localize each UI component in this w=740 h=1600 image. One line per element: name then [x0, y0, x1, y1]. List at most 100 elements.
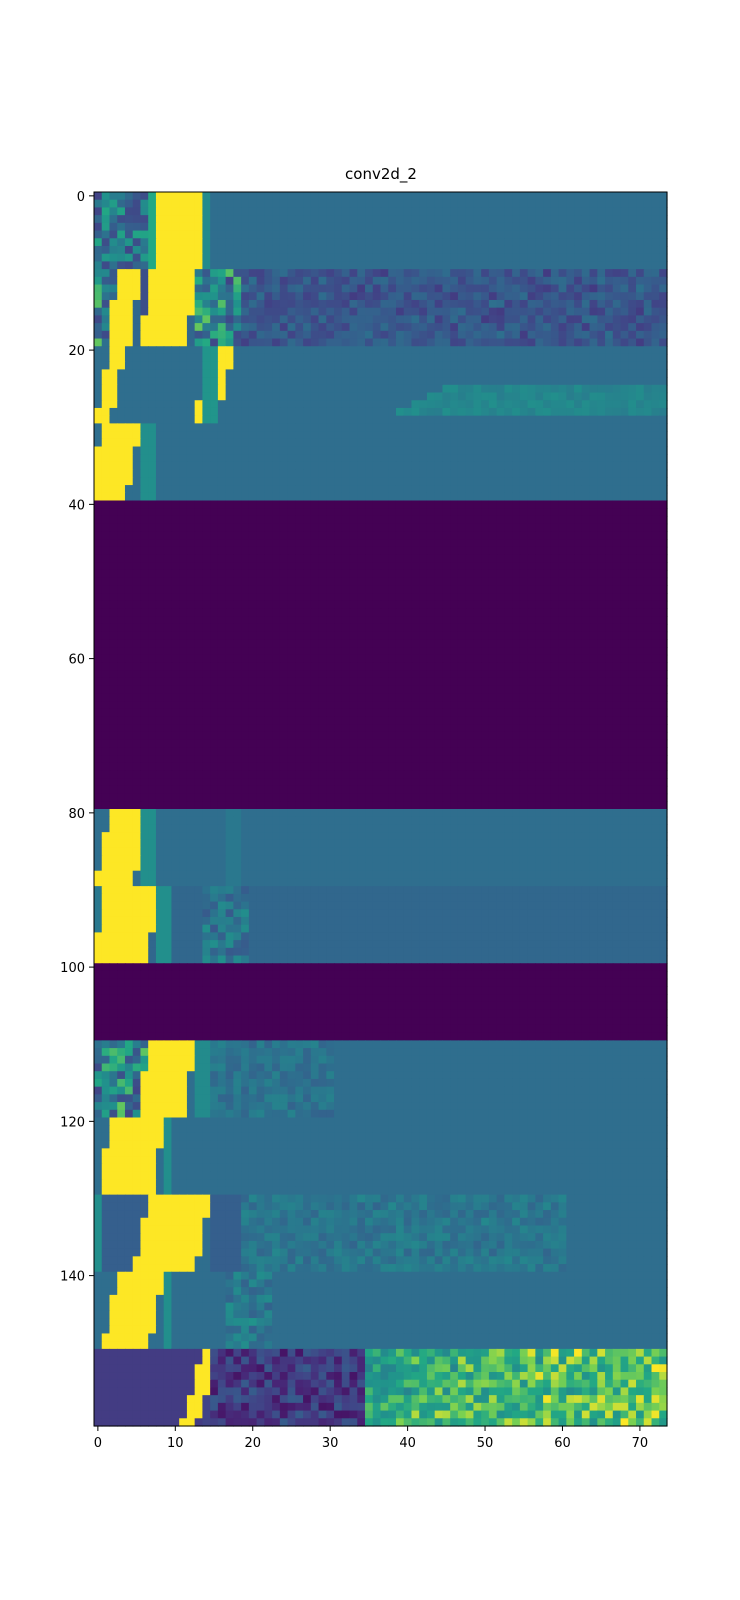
heatmap-cell: [426, 608, 436, 617]
heatmap-cell: [504, 192, 513, 201]
heatmap-cell: [566, 585, 575, 594]
heatmap-cell: [419, 323, 428, 332]
heatmap-cell: [179, 215, 188, 224]
heatmap-cell: [287, 299, 296, 309]
heatmap-cell: [225, 539, 234, 548]
heatmap-cell: [132, 245, 142, 255]
heatmap-cell: [186, 299, 196, 309]
heatmap-cell: [148, 515, 157, 525]
heatmap-cell: [117, 500, 126, 509]
heatmap-cell: [535, 423, 544, 432]
heatmap-cell: [643, 276, 653, 286]
heatmap-cell: [295, 245, 304, 255]
heatmap-cell: [403, 407, 413, 417]
heatmap-cell: [597, 577, 606, 586]
heatmap-cell: [481, 222, 490, 232]
heatmap-cell: [496, 377, 505, 386]
heatmap-cell: [117, 616, 126, 625]
heatmap-cell: [558, 500, 567, 509]
heatmap-cell: [659, 616, 668, 625]
heatmap-cell: [481, 577, 490, 586]
heatmap-cell: [442, 292, 451, 301]
heatmap-cell: [628, 508, 637, 517]
heatmap-cell: [101, 546, 111, 556]
heatmap-cell: [636, 685, 645, 694]
heatmap-cell: [512, 423, 521, 432]
heatmap-cell: [101, 477, 111, 486]
heatmap-cell: [241, 446, 250, 455]
heatmap-cell: [504, 531, 513, 540]
heatmap-cell: [357, 199, 366, 209]
heatmap-cell: [473, 323, 482, 332]
heatmap-cell: [527, 569, 536, 579]
heatmap-cell: [334, 631, 343, 640]
heatmap-cell: [179, 685, 188, 694]
heatmap-cell: [357, 261, 366, 270]
heatmap-cell: [612, 353, 622, 363]
heatmap-cell: [132, 500, 142, 509]
heatmap-cell: [303, 654, 312, 664]
heatmap-cell: [411, 284, 420, 293]
heatmap-cell: [256, 400, 265, 409]
heatmap-cell: [341, 261, 351, 270]
heatmap-cell: [109, 662, 118, 671]
heatmap-cell: [512, 230, 521, 239]
heatmap-cell: [411, 531, 420, 540]
heatmap-cell: [426, 585, 436, 594]
heatmap-cell: [643, 253, 653, 263]
heatmap-cell: [450, 407, 459, 417]
heatmap-cell: [519, 677, 529, 687]
heatmap-cell: [279, 330, 289, 340]
heatmap-cell: [372, 485, 382, 494]
heatmap-cell: [295, 461, 304, 471]
heatmap-cell: [117, 477, 126, 486]
heatmap-cell: [566, 261, 575, 270]
heatmap-cell: [620, 485, 629, 494]
heatmap-cell: [365, 693, 374, 702]
heatmap-cell: [411, 377, 420, 386]
heatmap-cell: [411, 477, 420, 486]
heatmap-cell: [140, 338, 149, 347]
heatmap-cell: [334, 515, 343, 525]
heatmap-cell: [388, 708, 397, 718]
heatmap-cell: [357, 346, 366, 355]
heatmap-cell: [473, 369, 482, 378]
heatmap-cell: [535, 431, 544, 440]
heatmap-cell: [535, 384, 544, 394]
heatmap-cell: [303, 384, 312, 394]
heatmap-cell: [186, 662, 196, 671]
heatmap-cell: [357, 701, 366, 710]
heatmap-cell: [620, 623, 629, 633]
heatmap-cell: [434, 222, 444, 232]
heatmap-cell: [581, 469, 591, 478]
heatmap-cell: [574, 299, 583, 309]
heatmap-cell: [217, 230, 227, 239]
heatmap-cell: [527, 492, 536, 502]
heatmap-cell: [210, 523, 219, 532]
heatmap-cell: [450, 531, 459, 540]
heatmap-cell: [148, 477, 157, 486]
heatmap-cell: [202, 230, 211, 239]
heatmap-cell: [527, 554, 536, 563]
heatmap-cell: [612, 585, 622, 594]
heatmap-cell: [535, 299, 544, 309]
heatmap-cell: [651, 222, 660, 232]
heatmap-cell: [628, 531, 637, 540]
heatmap-cell: [163, 261, 173, 270]
heatmap-cell: [628, 631, 637, 640]
heatmap-cell: [303, 330, 312, 340]
heatmap-cell: [512, 508, 521, 517]
heatmap-cell: [558, 423, 567, 432]
heatmap-cell: [403, 261, 413, 270]
heatmap-cell: [465, 400, 475, 409]
heatmap-cell: [155, 670, 165, 679]
heatmap-cell: [341, 623, 351, 633]
heatmap-cell: [597, 276, 606, 286]
heatmap-cell: [109, 261, 118, 270]
heatmap-cell: [225, 485, 234, 494]
heatmap-cell: [248, 600, 258, 610]
heatmap-cell: [287, 654, 296, 664]
heatmap-cell: [217, 569, 227, 579]
heatmap-cell: [155, 577, 165, 586]
heatmap-cell: [519, 670, 529, 679]
